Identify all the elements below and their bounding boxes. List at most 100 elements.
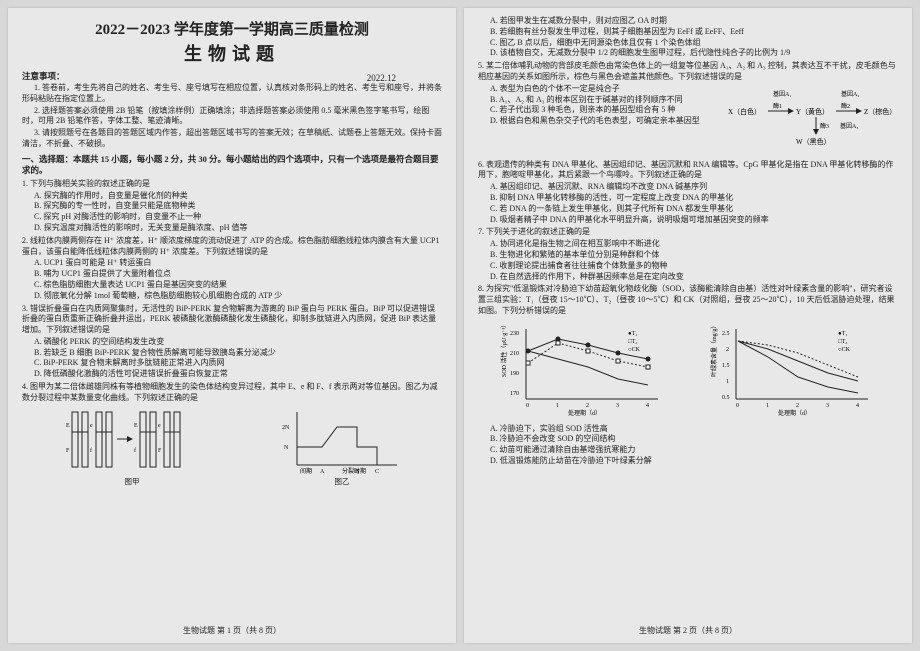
q7-c: C. 收割理论提出捕食者往往捕食个体数量多的物种 (478, 261, 898, 272)
chart-chl: 叶绿素含量（mg/g） 2.521.510.5 01234 处理期（d） ●T₁… (708, 321, 878, 420)
subject-title: 生物试题 (22, 42, 442, 66)
svg-text:E: E (66, 423, 70, 429)
svg-text:间期: 间期 (300, 467, 312, 475)
q4-d: D. 该植物自交，无减数分裂中 1/2 的细胞发生图甲过程，后代隐性纯合子的比例… (478, 48, 898, 59)
svg-text:基因A₃: 基因A₃ (840, 122, 858, 130)
q8-a: A. 冷胁迫下，实验组 SOD 活性高 (478, 424, 898, 435)
q5-b: B. A₁、A₂ 和 A₃ 的根本区别在于碱基对的排列顺序不同 (478, 95, 728, 106)
svg-text:f: f (90, 447, 92, 454)
svg-text:酶1: 酶1 (773, 102, 782, 110)
q1-stem: 1. 下列与酶相关实验的叙述正确的是 (22, 179, 442, 190)
q3-c: C. BiP-PERK 复合物未解离时多肽链能正常进入内质网 (22, 358, 442, 369)
q8-c: C. 幼苗可能通过清除自由基增强抗寒能力 (478, 445, 898, 456)
q4-b: B. 若细胞有丝分裂发生甲过程，则其子细胞基因型为 EeFf 或 EeFF、Ee… (478, 27, 898, 38)
svg-text:○CK: ○CK (628, 347, 641, 353)
svg-text:SOD 活性（µU·g⁻¹）: SOD 活性（µU·g⁻¹） (500, 321, 508, 376)
q3-d: D. 降低磷酸化激酶的活性可促进错误折叠蛋白恢复正常 (22, 369, 442, 380)
svg-text:●T₁: ●T₁ (628, 331, 637, 337)
q2-b: B. 哺为 UCP1 蛋白提供了大量附着位点 (22, 269, 442, 280)
svg-text:2: 2 (726, 347, 729, 353)
q8-b: B. 冷胁迫不会改变 SOD 的空间结构 (478, 434, 898, 445)
svg-text:1: 1 (556, 403, 559, 409)
q6-stem: 6. 表观遗传的种类有 DNA 甲基化、基因组印记、基因沉默和 RNA 编辑等。… (478, 160, 898, 182)
svg-text:1: 1 (726, 379, 729, 385)
svg-text:□T₂: □T₂ (628, 339, 637, 345)
svg-text:A: A (320, 469, 325, 475)
svg-text:e: e (90, 423, 93, 429)
page-footer-2: 生物试题 第 2 页（共 8 页） (464, 626, 912, 637)
svg-text:F: F (158, 448, 162, 454)
part-a-head: 一、选择题：本题共 15 小题，每小题 2 分，共 30 分。每小题给出的四个选… (22, 154, 442, 177)
svg-text:170: 170 (510, 391, 519, 397)
svg-text:4: 4 (856, 403, 859, 409)
svg-text:230: 230 (510, 331, 519, 337)
q5-diagram: X（白色） 酶1 基因A₁ Y（黄色） 酶2 基因A₂ Z（棕色） 酶3 基因A… (728, 84, 898, 158)
q6-a: A. 基因组印记、基因沉默、RNA 编辑均不改变 DNA 碱基序列 (478, 182, 898, 193)
svg-text:F: F (66, 448, 70, 454)
chart-sod: SOD 活性（µU·g⁻¹） 230 210 190 170 0 1 2 3 4 处理期（d）… (498, 321, 668, 420)
svg-text:E: E (134, 423, 138, 429)
q1-c: C. 探究 pH 对酶活性的影响时，自变量不止一种 (22, 212, 442, 223)
svg-text:□T₂: □T₂ (838, 339, 847, 345)
q4-a: A. 若图甲发生在减数分裂中，则对应图乙 OA 时期 (478, 16, 898, 27)
svg-text:2.5: 2.5 (722, 331, 730, 337)
svg-text:0: 0 (526, 403, 529, 409)
figure-chromosome: E F e f Ef e F 图甲 (62, 407, 202, 487)
q2-stem: 2. 线粒体内膜两侧存在 H⁺ 浓度差，H⁺ 顺浓度梯度的流动促进了 ATP 的… (22, 236, 442, 258)
svg-text:处理期（d）: 处理期（d） (778, 409, 811, 416)
svg-text:基因A₂: 基因A₂ (841, 90, 859, 98)
q8-d: D. 低温锻炼能防止幼苗在冷胁迫下叶绿素分解 (478, 456, 898, 467)
svg-text:e: e (158, 423, 161, 429)
fig-cap-a: 图甲 (62, 477, 202, 487)
svg-text:2N: 2N (282, 425, 290, 431)
q6-b: B. 抑制 DNA 甲基化转移酶的活性，可一定程度上改变 DNA 的甲基化 (478, 193, 898, 204)
svg-text:0: 0 (736, 403, 739, 409)
q3-b: B. 若缺乏 B 细胞 BiP-PERK 复合物性质解离可能导致胰岛素分泌减少 (22, 348, 442, 359)
svg-text:●T₁: ●T₁ (838, 331, 847, 337)
q7-d: D. 在自然选择的作用下，种群基因频率总是在定向改变 (478, 272, 898, 283)
svg-text:f: f (134, 447, 136, 454)
q2-d: D. 彻底氧化分解 1mol 葡萄糖，棕色脂肪细胞较心肌细胞合成的 ATP 少 (22, 291, 442, 302)
svg-text:210: 210 (510, 351, 519, 357)
q2-c: C. 棕色脂肪细胞大量表达 UCP1 蛋白是基因突变的结果 (22, 280, 442, 291)
svg-text:0.5: 0.5 (722, 395, 730, 401)
notice-2: 2. 选择题答案必须使用 2B 铅笔（按填涂样例）正确填涂；非选择题答案必须使用… (22, 106, 442, 128)
svg-text:酶3: 酶3 (820, 122, 829, 130)
svg-text:2: 2 (586, 403, 589, 409)
svg-text:酶2: 酶2 (841, 102, 850, 110)
q1-a: A. 探究酶的作用时，自变量是催化剂的种类 (22, 191, 442, 202)
svg-text:Z（棕色）: Z（棕色） (864, 107, 896, 116)
svg-text:3: 3 (616, 403, 619, 409)
q6-c: C. 若 DNA 的一条链上发生甲基化，则其子代所有 DNA 都发生甲基化 (478, 204, 898, 215)
svg-text:Y（黄色）: Y（黄色） (796, 107, 829, 116)
q1-d: D. 探究温度对酶活性的影响时，无关变量是酶浓度、pH 值等 (22, 223, 442, 234)
q5-stem: 5. 某二倍体哺乳动物的背部皮毛颜色由常染色体上的一组复等位基因 A₁、A₂ 和… (478, 61, 898, 83)
svg-text:190: 190 (510, 371, 519, 377)
exam-title: 2022－2023 学年度第一学期高三质量检测 (22, 20, 442, 40)
q5-c: C. 若子代出现 3 种毛色，则亲本的基因型组合有 5 种 (478, 105, 728, 116)
q3-stem: 3. 错误折叠蛋白在内质网聚集时，无活性的 BiP-PERK 复合物解离为游离的… (22, 304, 442, 336)
svg-text:处理期（d）: 处理期（d） (568, 409, 601, 416)
q7-stem: 7. 下列关于进化的叙述正确的是 (478, 227, 898, 238)
q4-c: C. 图乙 B 点以后，细胞中无同源染色体且仅有 1 个染色体组 (478, 38, 898, 49)
q4-stem: 4. 图甲为某二倍体雌雄同株有等植物细胞发生的染色体结构变异过程，其中 E、e … (22, 382, 442, 404)
q8-stem: 8. 为探究"低温锻炼对冷胁迫下幼苗超氧化物歧化酶（SOD，该酶能清除自由基）活… (478, 284, 898, 316)
svg-text:N: N (284, 445, 289, 451)
q7-a: A. 协同进化是指生物之间在相互影响中不断进化 (478, 239, 898, 250)
svg-text:基因A₁: 基因A₁ (773, 90, 791, 98)
q5-d: D. 根据白色和黑色杂交子代的毛色表型，可确定亲本基因型 (478, 116, 728, 127)
svg-text:1.5: 1.5 (722, 363, 730, 369)
q1-b: B. 探究酶的专一性时，自变量只能是底物种类 (22, 201, 442, 212)
notice-3: 3. 请按照题号在各题目的答题区域内作答，超出答题区域书写的答案无效；在草稿纸、… (22, 128, 442, 150)
svg-text:1: 1 (766, 403, 769, 409)
svg-text:C: C (375, 469, 379, 475)
q5-a: A. 表型为白色的个体不一定是纯合子 (478, 84, 728, 95)
figure-curve: 2N N A B C 间期 分裂时期 图乙 (282, 407, 402, 487)
svg-text:分裂时期: 分裂时期 (342, 467, 366, 475)
svg-text:叶绿素含量（mg/g）: 叶绿素含量（mg/g） (710, 322, 718, 376)
q2-a: A. UCP1 蛋白可能是 H⁺ 转运蛋白 (22, 258, 442, 269)
q6-d: D. 吸烟者精子中 DNA 的甲基化水平明显升高，说明吸烟可增加基因突变的频率 (478, 215, 898, 226)
q7-b: B. 生物进化和繁殖的基本单位分别是种群和个体 (478, 250, 898, 261)
svg-text:X（白色）: X（白色） (728, 107, 761, 116)
svg-text:4: 4 (646, 403, 649, 409)
